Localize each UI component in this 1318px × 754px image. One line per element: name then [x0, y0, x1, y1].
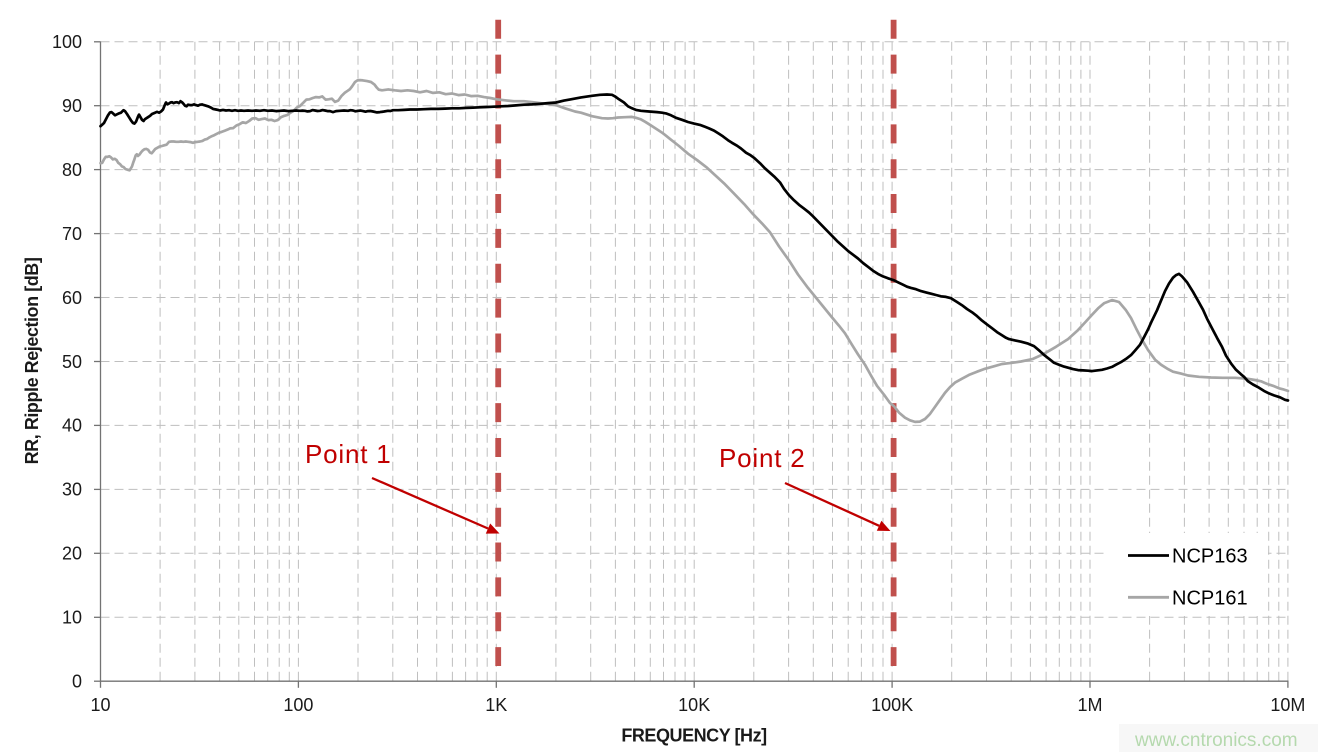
svg-text:NCP161: NCP161 — [1172, 588, 1248, 610]
svg-text:100: 100 — [52, 32, 82, 52]
svg-text:1K: 1K — [485, 695, 507, 715]
svg-text:RR, Ripple Rejection [dB]: RR, Ripple Rejection [dB] — [22, 258, 42, 465]
svg-text:10K: 10K — [678, 695, 710, 715]
svg-text:0: 0 — [72, 672, 82, 692]
svg-text:100: 100 — [283, 695, 313, 715]
svg-text:Point 2: Point 2 — [719, 443, 806, 473]
svg-text:20: 20 — [62, 544, 82, 564]
svg-text:70: 70 — [62, 224, 82, 244]
svg-text:50: 50 — [62, 352, 82, 372]
svg-text:FREQUENCY [Hz]: FREQUENCY [Hz] — [621, 726, 766, 746]
svg-text:10: 10 — [90, 695, 110, 715]
svg-text:40: 40 — [62, 416, 82, 436]
svg-text:60: 60 — [62, 288, 82, 308]
svg-text:Point 1: Point 1 — [305, 439, 392, 469]
svg-text:30: 30 — [62, 480, 82, 500]
svg-text:90: 90 — [62, 96, 82, 116]
svg-text:100K: 100K — [871, 695, 913, 715]
svg-text:www.cntronics.com: www.cntronics.com — [1134, 730, 1298, 751]
svg-text:10M: 10M — [1270, 695, 1305, 715]
svg-text:10: 10 — [62, 608, 82, 628]
svg-text:NCP163: NCP163 — [1172, 546, 1248, 568]
svg-text:1M: 1M — [1077, 695, 1102, 715]
svg-text:80: 80 — [62, 160, 82, 180]
